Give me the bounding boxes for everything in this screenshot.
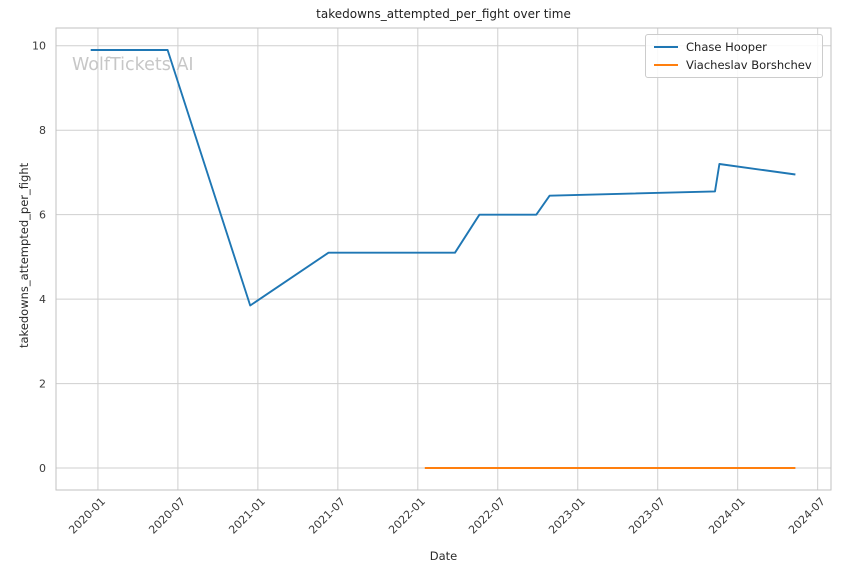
- legend-label: Viacheslav Borshchev: [686, 58, 812, 72]
- y-tick-label: 2: [39, 378, 46, 391]
- chart-title: takedowns_attempted_per_fight over time: [316, 7, 571, 21]
- plot-border: [55, 27, 832, 491]
- legend: Chase Hooper Viacheslav Borshchev: [645, 34, 823, 78]
- y-tick-labels: 0 2 4 6 8 10: [32, 40, 46, 475]
- y-tick-label: 6: [39, 209, 46, 222]
- legend-label: Chase Hooper: [686, 40, 767, 54]
- x-axis-label: Date: [429, 549, 458, 563]
- y-tick-label: 8: [39, 124, 46, 137]
- x-tick-label: 2023-01: [546, 495, 588, 537]
- x-tick-label: 2020-07: [146, 495, 188, 537]
- watermark: WolfTickets.AI: [72, 55, 194, 75]
- x-tick-label: 2024-07: [786, 495, 828, 537]
- x-tick-label: 2022-07: [466, 495, 508, 537]
- legend-item: Chase Hooper: [654, 39, 812, 55]
- x-tick-label: 2021-01: [226, 495, 268, 537]
- series-lines: [90, 49, 796, 469]
- y-axis-label: takedowns_attempted_per_fight: [17, 162, 31, 348]
- legend-item: Viacheslav Borshchev: [654, 57, 812, 73]
- x-tick-label: 2020-01: [66, 495, 108, 537]
- x-tick-label: 2022-01: [386, 495, 428, 537]
- x-tick-labels: 2020-01 2020-07 2021-01 2021-07 2022-01 2022-…: [66, 495, 827, 537]
- y-tick-label: 0: [39, 462, 46, 475]
- y-tick-label: 10: [32, 40, 46, 53]
- x-tick-label: 2023-07: [626, 495, 668, 537]
- y-tick-label: 4: [39, 293, 46, 306]
- x-tick-label: 2024-01: [706, 495, 748, 537]
- x-tick-label: 2021-07: [306, 495, 348, 537]
- series-line-chase-hooper: [90, 49, 796, 307]
- legend-swatch-line: [654, 46, 678, 48]
- gridlines: [56, 28, 831, 490]
- legend-swatch-line: [654, 64, 678, 66]
